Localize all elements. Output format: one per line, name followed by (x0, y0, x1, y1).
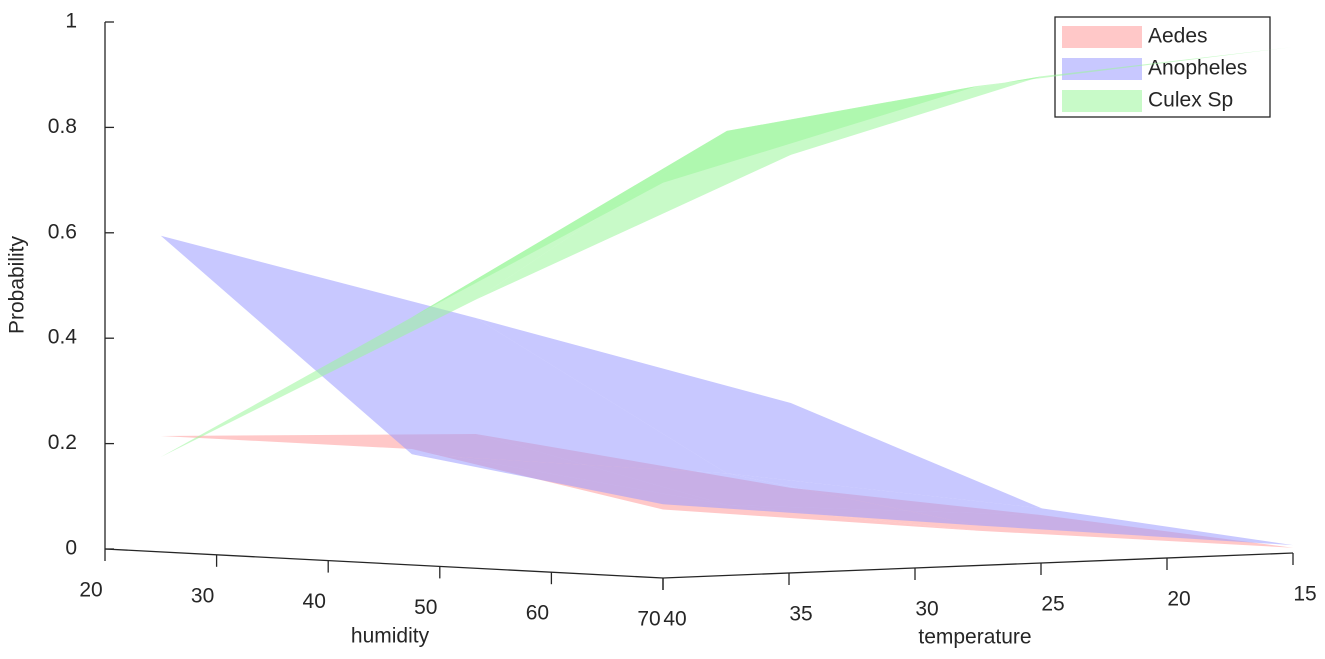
z-tick-label: 0.6 (48, 220, 77, 243)
x-tick-label: 20 (79, 579, 102, 602)
y-tick-label: 30 (915, 598, 938, 621)
x-tick-label: 50 (414, 596, 437, 619)
z-tick-label: 0.4 (48, 326, 78, 349)
y-axis (662, 552, 1294, 579)
y-tick-label: 25 (1041, 593, 1064, 616)
z-tick-label: 0.8 (48, 115, 77, 138)
legend-swatch (1062, 58, 1142, 80)
surface-patch (475, 76, 1042, 300)
z-axis-label: Probability (6, 235, 29, 334)
x-tick-label: 30 (191, 584, 214, 607)
y-tick-label: 35 (789, 603, 812, 626)
legend-swatch (1062, 26, 1142, 48)
y-tick-label: 15 (1293, 583, 1316, 606)
legend-swatch (1062, 90, 1142, 112)
surface-patch (475, 318, 1042, 509)
legend-label: Aedes (1148, 25, 1208, 48)
x-tick-label: 60 (526, 602, 549, 625)
y-tick-label: 40 (663, 608, 686, 631)
z-tick-label: 1 (65, 10, 77, 33)
surface-patch (411, 454, 978, 526)
y-axis-label: temperature (918, 626, 1031, 649)
x-axis-label: humidity (351, 625, 430, 648)
x-tick-label: 70 (637, 608, 660, 631)
y-tick-label: 20 (1167, 588, 1190, 611)
surface-patch (726, 473, 1293, 546)
z-tick-label: 0.2 (48, 431, 77, 454)
legend-label: Culex Sp (1148, 89, 1233, 112)
surface-patch (160, 235, 727, 474)
legend-label: Anopheles (1148, 57, 1247, 80)
x-axis (104, 548, 664, 579)
z-tick-label: 0 (65, 537, 77, 560)
x-tick-label: 40 (303, 590, 326, 613)
